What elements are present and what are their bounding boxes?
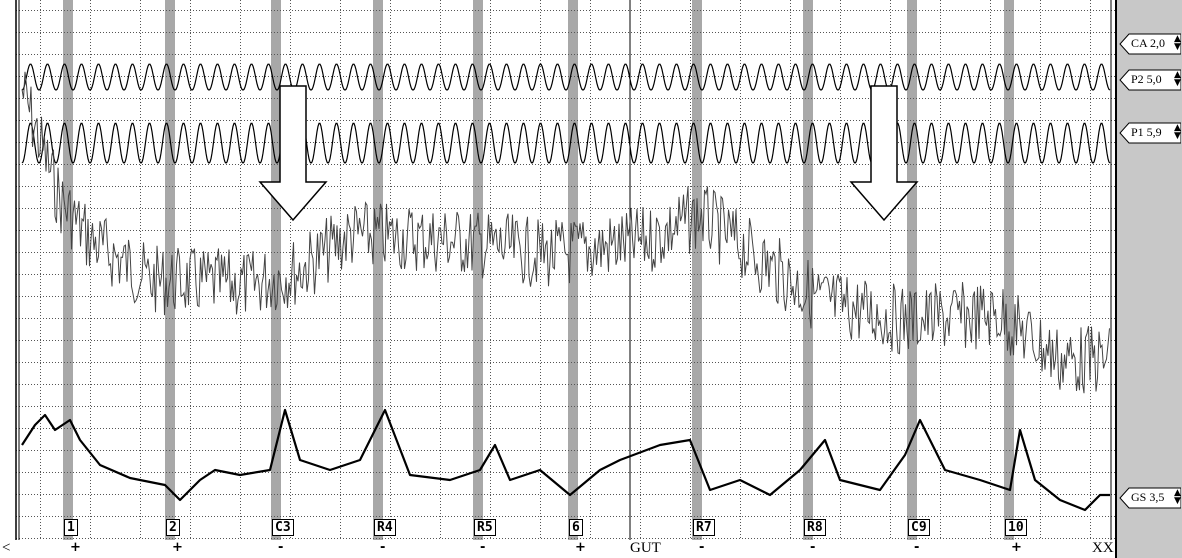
down-arrow-icon <box>258 85 328 222</box>
question-band <box>692 0 702 540</box>
spin-icon[interactable]: ▲ ▼ <box>1174 70 1181 88</box>
question-band <box>165 0 175 540</box>
breath-trace-lower <box>21 122 1111 164</box>
question-label[interactable]: R7 <box>693 519 715 536</box>
polygraph-chart[interactable] <box>0 0 1115 558</box>
channel-label: P1 5,9 <box>1131 125 1162 139</box>
question-mark: - <box>699 540 705 555</box>
question-label[interactable]: R4 <box>374 519 396 536</box>
gsr-trace <box>21 408 1110 512</box>
channel-arrow-icon <box>1119 487 1181 509</box>
question-band <box>373 0 383 540</box>
question-label[interactable]: 10 <box>1005 519 1027 536</box>
channel-arrow-icon <box>1119 33 1181 55</box>
channel-panel: CA 2,0 ▲ ▼ P2 5,0 ▲ ▼ P1 5,9 ▲ ▼ GS 3,5 ▲ ▼ <box>1115 0 1182 558</box>
question-band <box>907 0 917 540</box>
channel-tag-ca[interactable]: CA 2,0 ▲ ▼ <box>1119 33 1181 55</box>
question-mark: - <box>380 540 386 555</box>
left-scroll-mark[interactable]: < <box>2 540 11 556</box>
cardio-trace <box>21 71 1110 394</box>
spin-icon[interactable]: ▲ ▼ <box>1174 34 1181 52</box>
question-mark: - <box>810 540 816 555</box>
question-band <box>1004 0 1014 540</box>
question-label[interactable]: 6 <box>569 519 583 536</box>
question-band <box>271 0 281 540</box>
channel-tag-p1[interactable]: P1 5,9 ▲ ▼ <box>1119 122 1181 144</box>
channel-label: CA 2,0 <box>1131 36 1166 50</box>
channel-arrow-icon <box>1119 69 1181 91</box>
question-band <box>63 0 73 540</box>
question-label[interactable]: 1 <box>64 519 78 536</box>
question-mark: + <box>172 540 183 555</box>
question-band <box>568 0 578 540</box>
question-label[interactable]: 2 <box>166 519 180 536</box>
question-mark: - <box>480 540 486 555</box>
question-mark: + <box>70 540 81 555</box>
channel-arrow-icon <box>1119 122 1181 144</box>
channel-tag-gs[interactable]: GS 3,5 ▲ ▼ <box>1119 487 1181 509</box>
breath-trace-upper <box>21 63 1111 91</box>
question-mark: + <box>575 540 586 555</box>
end-mark: XX <box>1092 540 1114 556</box>
question-band <box>473 0 483 540</box>
down-arrow-icon <box>849 85 919 222</box>
chart-canvas <box>15 0 1115 540</box>
question-mark: + <box>1011 540 1022 555</box>
gut-label: GUT <box>630 540 661 556</box>
spin-icon[interactable]: ▲ ▼ <box>1174 123 1181 141</box>
channel-label: GS 3,5 <box>1131 490 1165 504</box>
channel-label: P2 5,0 <box>1131 72 1162 86</box>
spin-icon[interactable]: ▲ ▼ <box>1174 488 1181 506</box>
channel-tag-p2[interactable]: P2 5,0 ▲ ▼ <box>1119 69 1181 91</box>
question-label[interactable]: C9 <box>908 519 930 536</box>
question-label[interactable]: C3 <box>272 519 294 536</box>
question-mark: - <box>914 540 920 555</box>
question-label[interactable]: R8 <box>804 519 826 536</box>
question-mark: - <box>278 540 284 555</box>
question-label[interactable]: R5 <box>474 519 496 536</box>
